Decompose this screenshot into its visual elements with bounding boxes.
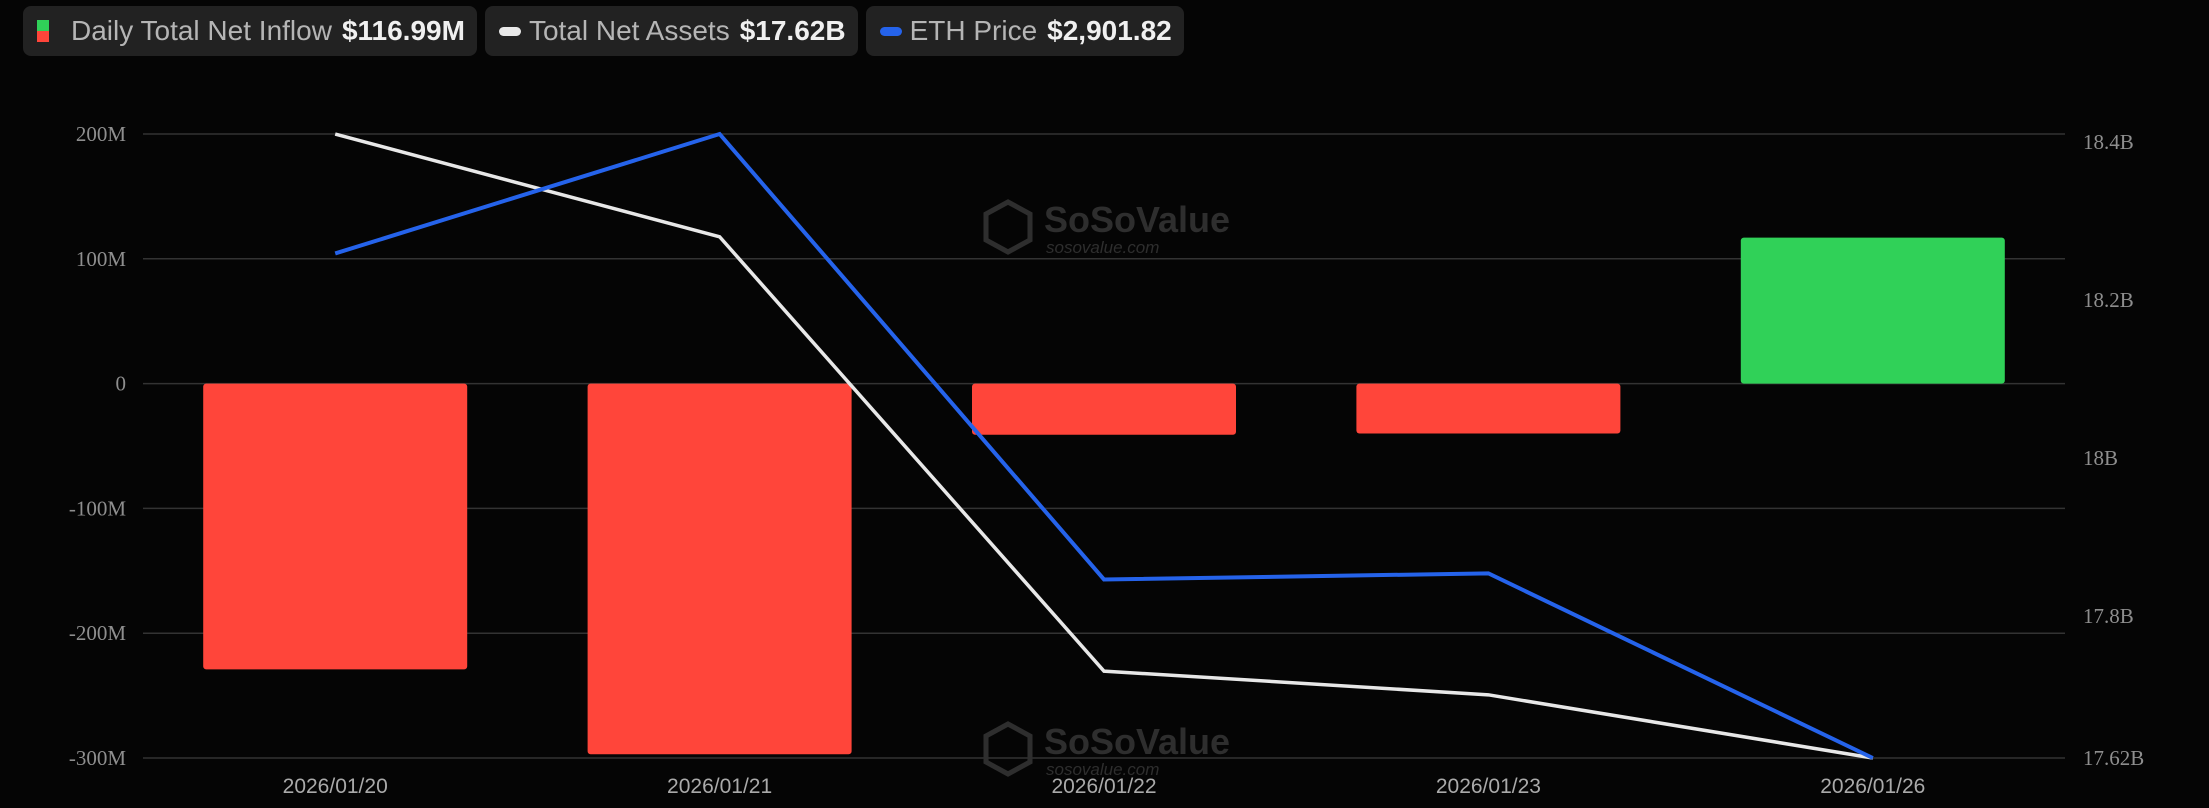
left-tick-label: 0 [116, 372, 127, 396]
legend-label: Total Net Assets [528, 15, 730, 46]
legend-label: Daily Total Net Inflow [71, 15, 332, 46]
line-swatch-icon [879, 26, 902, 36]
legend: Daily Total Net Inflow $116.99M Total Ne… [23, 6, 1184, 56]
left-tick-label: -100M [69, 496, 126, 520]
watermark-url: sosovalue.com [1046, 238, 1159, 257]
watermark-brand: SoSoValue [1044, 721, 1230, 762]
bar-swatch-icon [37, 20, 49, 42]
bar-net-inflow [972, 383, 1236, 435]
left-tick-label: 100M [76, 247, 127, 271]
line-eth-price [334, 131, 1874, 760]
bar-net-inflow [587, 383, 852, 755]
left-tick-label: -200M [69, 621, 126, 645]
left-tick-label: -300M [69, 746, 126, 770]
legend-value: $116.99M [341, 15, 465, 46]
right-tick-label: 17.8B [2083, 604, 2134, 628]
right-tick-label: 18.2B [2083, 288, 2134, 312]
bar-net-inflow [1356, 383, 1621, 434]
legend-value: $2,901.82 [1047, 15, 1172, 46]
sosovalue-logo-icon [983, 199, 1033, 255]
bar-net-inflow [203, 383, 468, 670]
line-swatch-icon [498, 26, 521, 36]
legend-item-eth-price[interactable]: ETH Price $2,901.82 [865, 6, 1184, 56]
bar-net-inflow [1740, 237, 2005, 384]
right-tick-label: 18.4B [2083, 130, 2134, 154]
x-tick-label: 2026/01/22 [1051, 775, 1156, 798]
watermarks: SoSoValuesosovalue.comSoSoValuesosovalue… [983, 199, 1230, 779]
x-tick-label: 2026/01/26 [1820, 775, 1925, 798]
watermark-url: sosovalue.com [1046, 760, 1159, 779]
left-tick-label: 200M [76, 122, 127, 146]
watermark-brand: SoSoValue [1044, 199, 1230, 240]
legend-label: ETH Price [909, 15, 1038, 46]
lines [334, 131, 1874, 760]
right-tick-label: 18B [2083, 446, 2118, 470]
bars [203, 237, 2005, 755]
x-tick-label: 2026/01/20 [283, 775, 388, 798]
legend-item-total-net-assets[interactable]: Total Net Assets $17.62B [484, 6, 858, 56]
sosovalue-logo-icon [983, 721, 1033, 777]
line-total-net-assets [334, 132, 1874, 760]
x-tick-label: 2026/01/23 [1436, 775, 1541, 798]
legend-item-net-inflow[interactable]: Daily Total Net Inflow $116.99M [23, 6, 477, 56]
x-tick-label: 2026/01/21 [667, 775, 772, 798]
right-tick-label: 17.62B [2083, 746, 2144, 770]
axis-ticks: 200M 100M 0 -100M -200M -300M 18.4B 18.2B 18B 17.… [69, 122, 2144, 798]
legend-value: $17.62B [739, 15, 846, 46]
